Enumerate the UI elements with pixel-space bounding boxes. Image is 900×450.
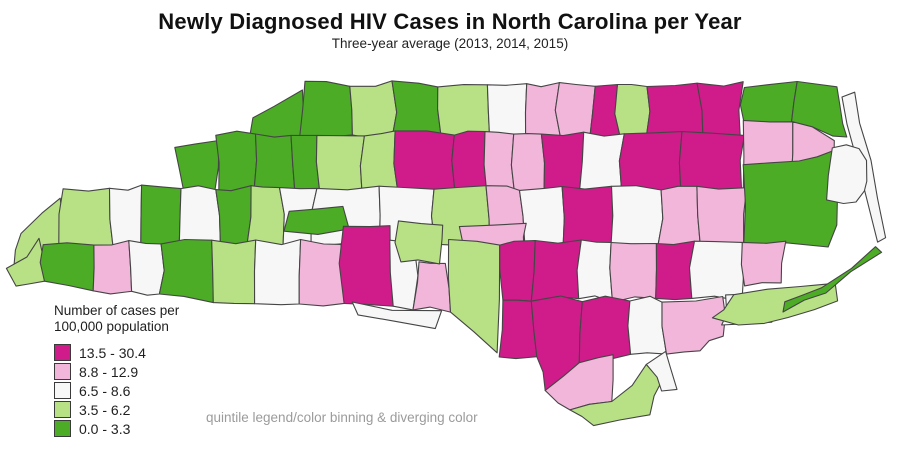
county-shape bbox=[610, 185, 664, 250]
county-shape bbox=[655, 240, 696, 301]
county-shape bbox=[447, 238, 501, 354]
county-shape bbox=[338, 225, 394, 307]
legend-item: 6.5 - 8.6 bbox=[54, 381, 179, 400]
county-shape bbox=[298, 80, 353, 141]
map-legend: Number of cases per 100,000 population 1… bbox=[54, 303, 179, 438]
legend-swatch bbox=[54, 363, 71, 381]
county-shape bbox=[92, 240, 133, 295]
county-shape bbox=[349, 80, 398, 140]
legend-swatch bbox=[54, 344, 71, 362]
county-shape bbox=[451, 130, 487, 196]
county-shape bbox=[39, 242, 95, 292]
county-shape bbox=[656, 185, 701, 250]
county-shape bbox=[569, 363, 663, 427]
county-shape bbox=[315, 134, 365, 195]
county-shape bbox=[576, 239, 614, 303]
county-shape bbox=[739, 80, 798, 127]
legend-swatch bbox=[54, 420, 71, 438]
county-shape bbox=[530, 239, 582, 302]
county-shape bbox=[696, 81, 744, 141]
county-shape bbox=[609, 241, 658, 303]
county-shape bbox=[246, 185, 285, 248]
county-shape bbox=[678, 131, 745, 194]
legend-bin-label: 8.8 - 12.9 bbox=[79, 363, 139, 380]
county-shape bbox=[742, 148, 839, 249]
legend-swatch bbox=[54, 401, 71, 419]
county-shape bbox=[394, 220, 444, 265]
county-shape bbox=[290, 134, 321, 195]
county-shape bbox=[578, 131, 625, 196]
county-shape bbox=[498, 299, 538, 360]
county-shape bbox=[540, 131, 585, 196]
county-shape bbox=[283, 205, 350, 235]
county-shape bbox=[618, 131, 683, 196]
county-shape bbox=[108, 184, 143, 249]
county-shape bbox=[178, 185, 221, 246]
legend-title-line2: 100,000 population bbox=[54, 319, 169, 335]
county-shape bbox=[544, 354, 614, 411]
county-shape bbox=[614, 83, 651, 141]
legend-title: Number of cases per 100,000 population bbox=[54, 303, 179, 335]
county-shape bbox=[688, 240, 745, 302]
county-shape bbox=[578, 295, 632, 364]
chart-footnote: quintile legend/color binning & divergin… bbox=[206, 410, 478, 425]
county-shape bbox=[298, 238, 345, 307]
county-shape bbox=[393, 130, 456, 194]
county-shape bbox=[561, 185, 614, 248]
legend-item: 0.0 - 3.3 bbox=[54, 419, 179, 438]
county-shape bbox=[253, 133, 296, 196]
county-shape bbox=[740, 240, 787, 287]
county-shape bbox=[554, 82, 596, 142]
county-shape bbox=[499, 239, 536, 302]
county-shape bbox=[58, 187, 114, 249]
county-shape bbox=[128, 240, 165, 296]
county-shape bbox=[790, 80, 848, 138]
legend-item: 8.8 - 12.9 bbox=[54, 362, 179, 381]
county-shape bbox=[782, 246, 883, 313]
county-shape bbox=[696, 185, 748, 249]
county-shape bbox=[412, 261, 452, 313]
county-shape bbox=[627, 295, 668, 355]
chart-title: Newly Diagnosed HIV Cases in North Carol… bbox=[158, 9, 742, 34]
county-shape bbox=[351, 301, 443, 330]
county-shape bbox=[661, 295, 726, 355]
county-shape bbox=[215, 185, 252, 249]
legend-bin-label: 13.5 - 30.4 bbox=[79, 344, 146, 361]
county-shape bbox=[510, 133, 546, 196]
legend-bin-label: 3.5 - 6.2 bbox=[79, 401, 131, 418]
county-shape bbox=[140, 184, 182, 249]
chart-subtitle: Three-year average (2013, 2014, 2015) bbox=[331, 36, 569, 51]
county-shape bbox=[158, 238, 214, 304]
legend-bin-label: 6.5 - 8.6 bbox=[79, 382, 131, 399]
legend-bin-label: 0.0 - 3.3 bbox=[79, 420, 131, 437]
county-shape bbox=[359, 130, 399, 194]
county-shape bbox=[211, 239, 257, 305]
county-shape bbox=[174, 139, 220, 194]
legend-title-line1: Number of cases per bbox=[54, 303, 180, 318]
county-shape bbox=[518, 185, 565, 248]
legend-swatch bbox=[54, 382, 71, 400]
county-shape bbox=[645, 82, 704, 138]
legend-items: 13.5 - 30.4 8.8 - 12.9 6.5 - 8.6 3.5 - 6.2 0… bbox=[54, 343, 179, 438]
legend-item: 3.5 - 6.2 bbox=[54, 400, 179, 419]
county-shape bbox=[645, 350, 678, 392]
county-shape bbox=[826, 144, 868, 205]
legend-item: 13.5 - 30.4 bbox=[54, 343, 179, 362]
county-shape bbox=[253, 238, 302, 306]
